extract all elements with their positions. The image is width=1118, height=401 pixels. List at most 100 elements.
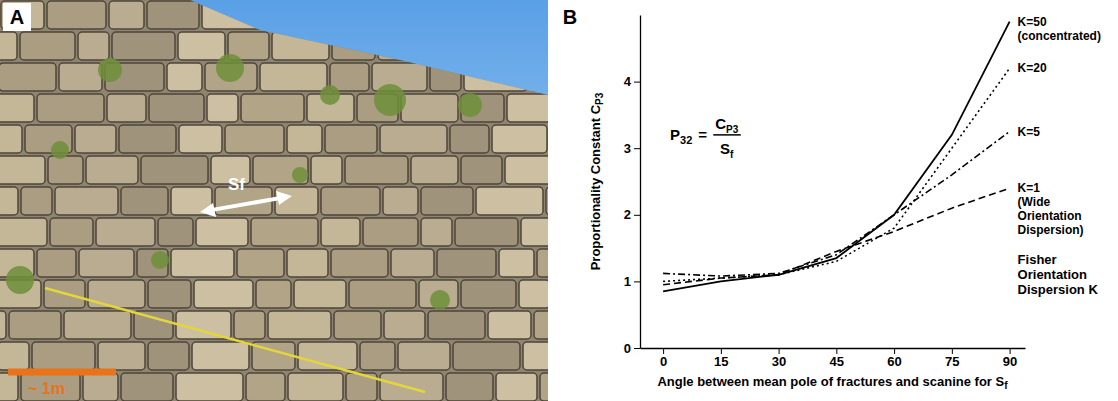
rock-block <box>75 125 116 153</box>
rock-block <box>0 342 29 370</box>
x-axis-title: Angle between mean pole of fractures and… <box>657 374 1008 391</box>
rock-block <box>158 218 193 246</box>
x-tick: 75 <box>945 348 959 369</box>
rock-block <box>461 280 516 308</box>
x-tick: 15 <box>714 348 728 369</box>
fraction-bar <box>713 134 741 136</box>
rock-block <box>246 373 285 401</box>
rock-block <box>0 63 56 91</box>
rock-block <box>288 373 343 401</box>
legend-title: FisherOrientationDispersion K <box>1018 252 1099 297</box>
y-tick-label: 0 <box>624 341 631 356</box>
rock-block <box>411 156 458 184</box>
x-tick-mark <box>894 348 895 354</box>
rock-block <box>0 311 6 339</box>
rock-block <box>171 249 234 277</box>
rock-block <box>148 342 189 370</box>
rock-block <box>530 63 548 91</box>
y-axis: 01234 <box>624 16 641 356</box>
y-tick-label: 3 <box>624 141 631 156</box>
rock-block <box>176 373 243 401</box>
rock-block <box>287 249 328 277</box>
rock-block <box>0 218 47 246</box>
rock-block <box>391 249 434 277</box>
scale-bar <box>8 369 116 376</box>
rock-block <box>334 311 381 339</box>
rock-block <box>546 187 548 215</box>
x-tick-label: 90 <box>1003 354 1017 369</box>
rock-block <box>272 1 311 29</box>
rock-block <box>372 1 403 29</box>
y-tick-mark <box>634 82 640 83</box>
rock-block <box>47 1 106 29</box>
bush <box>320 85 340 105</box>
x-tick-label: 45 <box>830 354 844 369</box>
bush <box>151 251 169 269</box>
rock-block <box>86 156 138 184</box>
rock-face <box>0 0 548 401</box>
rock-block <box>496 373 537 401</box>
x-tick-label: 30 <box>772 354 786 369</box>
rock-block <box>406 1 469 29</box>
rock-block <box>272 32 329 60</box>
x-tick-label: 60 <box>887 354 901 369</box>
rock-block <box>225 125 284 153</box>
rock-block <box>0 187 18 215</box>
rock-block <box>88 280 145 308</box>
y-tick-mark <box>634 215 640 216</box>
rock-block <box>321 218 360 246</box>
rock-block <box>472 1 519 29</box>
rock-block <box>148 280 191 308</box>
rock-block <box>21 373 80 401</box>
x-axis: 0153045607590 <box>641 348 1026 369</box>
rock-block <box>98 342 145 370</box>
rock-block <box>196 218 248 246</box>
rock-block <box>137 249 168 277</box>
rock-block <box>260 63 327 91</box>
rock-block <box>507 94 548 122</box>
x-tick-mark <box>1010 348 1011 354</box>
rock-block <box>450 125 489 153</box>
x-tick-mark <box>779 348 780 354</box>
rock-block <box>179 125 222 153</box>
rock-block <box>194 280 253 308</box>
rock-block <box>0 373 18 401</box>
x-tick: 60 <box>887 348 901 369</box>
rock-block <box>59 63 102 91</box>
rock-block <box>519 280 548 308</box>
rock-block <box>78 32 109 60</box>
rock-block <box>48 156 83 184</box>
rock-block <box>0 94 34 122</box>
rock-block <box>0 156 45 184</box>
rock-block <box>9 311 61 339</box>
series-line <box>663 188 1010 285</box>
rock-block <box>109 1 144 29</box>
rock-block <box>478 32 530 60</box>
rock-block <box>178 32 225 60</box>
rock-block <box>453 342 520 370</box>
rock-block <box>37 249 76 277</box>
rock-block <box>0 125 22 153</box>
y-tick-mark <box>634 281 640 282</box>
rock-block <box>268 311 331 339</box>
rock-block <box>378 32 437 60</box>
y-tick: 0 <box>624 341 640 356</box>
rock-block <box>476 187 543 215</box>
rock-block <box>121 187 168 215</box>
rock-block <box>330 63 369 91</box>
rock-block <box>112 32 175 60</box>
series-note: (WideOrientationDispersion) <box>1018 195 1084 237</box>
x-tick-mark <box>836 348 837 354</box>
rock-block <box>523 342 548 370</box>
y-axis-title: Proportionality Constant CP3 <box>588 92 605 270</box>
panel-letter-box <box>556 3 584 31</box>
x-tick-mark <box>952 348 953 354</box>
rock-block <box>287 125 322 153</box>
series-line <box>663 22 1010 292</box>
rock-block <box>437 249 496 277</box>
y-tick-label: 2 <box>624 207 631 222</box>
rock-block <box>349 280 416 308</box>
arrow-label: Sf <box>228 175 245 194</box>
series-note: (concentrated) <box>1018 29 1101 43</box>
formula-left: P32= <box>670 126 707 146</box>
